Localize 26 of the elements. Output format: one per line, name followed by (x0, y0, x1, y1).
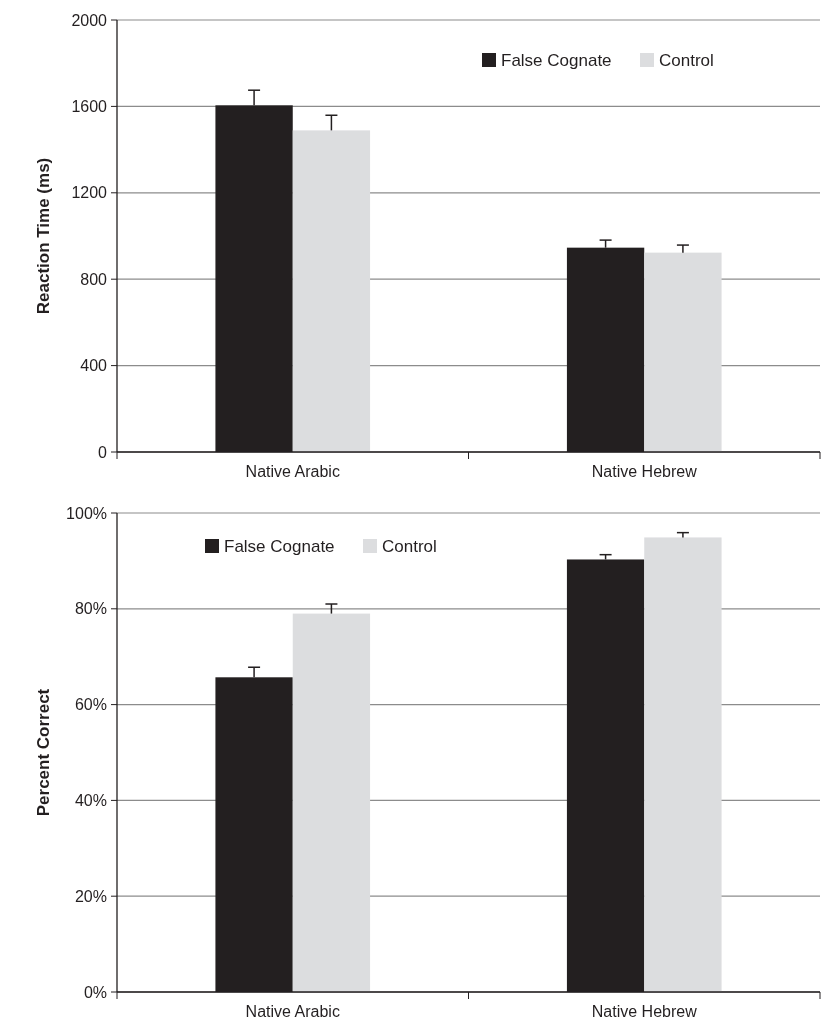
y-tick-label: 40% (74, 792, 107, 809)
x-tick-label: Native Arabic (245, 463, 340, 480)
bar (644, 252, 722, 452)
y-tick-label: 100% (66, 504, 107, 522)
y-tick-label: 0 (98, 443, 108, 461)
y-tick-label: 2000 (71, 11, 108, 29)
legend-label: Control (382, 536, 437, 556)
x-tick-label: Native Hebrew (591, 1003, 698, 1020)
y-axis-title: Reaction Time (ms) (34, 157, 53, 315)
bar (644, 537, 722, 992)
legend-label: False Cognate (501, 50, 612, 70)
x-tick-label: Native Arabic (245, 1003, 340, 1020)
y-tick-label: 400 (80, 357, 108, 375)
y-axis-title: Percent Correct (34, 688, 53, 817)
bar (292, 613, 371, 992)
legend-label: False Cognate (224, 536, 335, 556)
y-tick-label: 20% (74, 887, 107, 905)
y-tick-label: 1200 (71, 184, 108, 202)
x-tick-label: Native Hebrew (591, 463, 698, 480)
y-tick-label: 0% (83, 983, 107, 1001)
y-tick-label: 60% (74, 696, 107, 714)
y-tick-label: 1600 (71, 98, 108, 115)
y-tick-label: 80% (74, 600, 107, 618)
legend-label: Control (659, 50, 714, 70)
y-tick-label: 800 (80, 270, 108, 288)
bar (292, 130, 371, 452)
